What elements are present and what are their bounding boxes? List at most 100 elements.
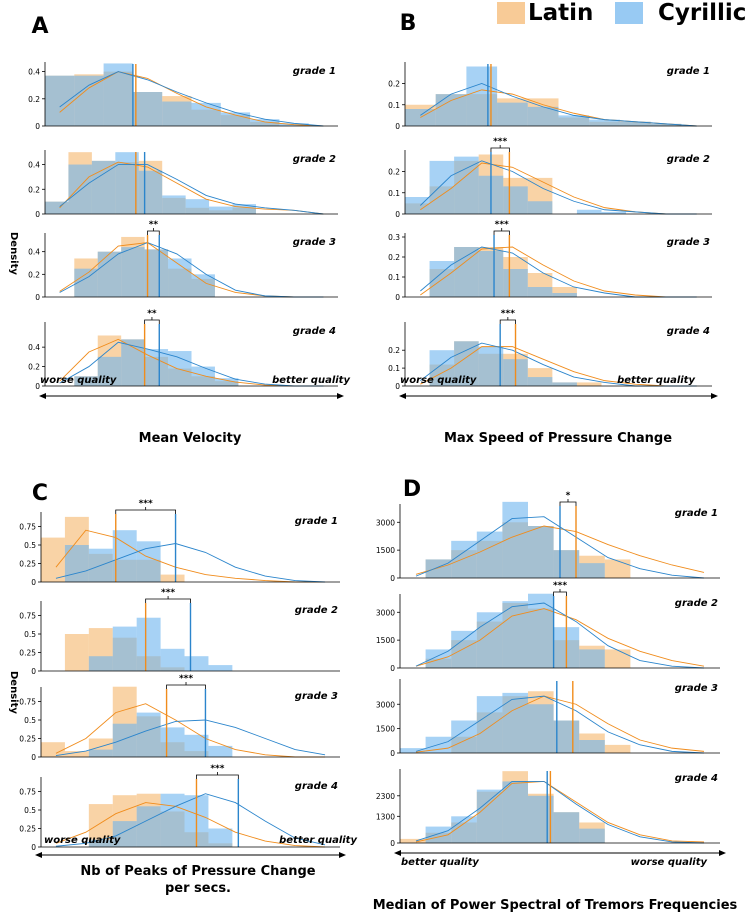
cyrillic-bar bbox=[160, 793, 185, 847]
quality-arrow-left-head bbox=[35, 852, 42, 858]
quality-right-label: better quality bbox=[272, 375, 350, 386]
panel-C: C *** 0 0.25 0.5 0.75 grade 1 *** 0 0.25 0.5 0.75 gr… bbox=[19, 481, 357, 896]
y-tick-label: 3000 bbox=[376, 608, 395, 617]
density-label-top: Density bbox=[8, 232, 19, 275]
y-tick-label: 0 bbox=[35, 210, 40, 219]
cyrillic-bar bbox=[136, 806, 161, 847]
grade-label: grade 2 bbox=[295, 605, 338, 616]
cyrillic-kde-line bbox=[420, 83, 697, 127]
latin-bar bbox=[604, 559, 631, 578]
latin-bar bbox=[64, 751, 89, 757]
significance-label: *** bbox=[139, 499, 153, 509]
grade-label: grade 3 bbox=[295, 691, 338, 702]
latin-kde-line bbox=[59, 71, 324, 127]
cyrillic-bar bbox=[619, 121, 651, 126]
y-tick-label: 0 bbox=[395, 210, 400, 219]
y-tick-label: 0.75 bbox=[19, 788, 36, 797]
latin-kde-line bbox=[55, 703, 326, 758]
cyrillic-bar bbox=[454, 156, 479, 214]
cyrillic-bar bbox=[502, 781, 528, 843]
subplot-grade-1: 0 0.2 0.4 grade 1 bbox=[28, 62, 338, 131]
cyrillic-bar bbox=[601, 211, 627, 214]
cyrillic-bar bbox=[527, 106, 559, 126]
cyrillic-bar bbox=[528, 526, 554, 578]
cyrillic-bar bbox=[191, 366, 215, 386]
significance-label: *** bbox=[179, 674, 193, 684]
cyrillic-bar bbox=[503, 186, 528, 214]
quality-left-label: worse quality bbox=[400, 375, 477, 386]
cyrillic-bar bbox=[425, 649, 452, 668]
quality-arrow-right-head bbox=[339, 852, 346, 858]
cyrillic-bar bbox=[553, 720, 580, 753]
y-tick-label: 0.1 bbox=[388, 364, 400, 373]
grade-label: grade 2 bbox=[675, 598, 718, 609]
cyrillic-bar bbox=[476, 531, 503, 578]
cyrillic-kde-line bbox=[59, 242, 324, 298]
y-tick-label: 0 bbox=[395, 382, 400, 391]
y-tick-label: 0.25 bbox=[19, 825, 36, 834]
cyrillic-bar bbox=[425, 559, 452, 578]
subplot-grade-3: *** 0 0.1 0.2 0.3 grade 3 bbox=[388, 220, 712, 302]
latin-bar bbox=[400, 838, 426, 843]
cyrillic-bar bbox=[429, 350, 455, 386]
cyrillic-kde-line bbox=[55, 543, 326, 583]
y-tick-label: 0.2 bbox=[388, 168, 400, 177]
cyrillic-bar bbox=[121, 339, 145, 386]
legend-cyrillic-label: Cyrillic bbox=[658, 0, 745, 26]
cyrillic-bar bbox=[552, 293, 577, 297]
y-tick-label: 1500 bbox=[376, 546, 395, 555]
quality-right-label: worse quality bbox=[631, 857, 708, 868]
subplot-grade-4: *** 0 0.25 0.5 0.75 grade 4 bbox=[19, 764, 340, 852]
cyrillic-bar bbox=[476, 612, 503, 668]
latin-kde-line bbox=[55, 529, 326, 583]
cyrillic-bar bbox=[184, 656, 209, 671]
significance-label: *** bbox=[161, 588, 175, 598]
cyrillic-bar bbox=[502, 601, 528, 668]
cyrillic-bar bbox=[121, 247, 145, 297]
cyrillic-bar bbox=[214, 378, 239, 386]
x-axis-label: Max Speed of Pressure Change bbox=[444, 431, 672, 446]
cyrillic-bar bbox=[68, 164, 92, 214]
quality-left-label: worse quality bbox=[44, 835, 121, 846]
cyrillic-bar bbox=[138, 170, 163, 214]
significance-label: * bbox=[566, 491, 571, 501]
y-tick-label: 0.5 bbox=[24, 630, 36, 639]
cyrillic-bar bbox=[144, 349, 169, 386]
cyrillic-kde-line bbox=[415, 695, 705, 754]
cyrillic-bar bbox=[112, 626, 137, 671]
cyrillic-bar bbox=[528, 704, 554, 753]
x-axis-label: Mean Velocity bbox=[139, 431, 242, 446]
cyrillic-bar bbox=[112, 723, 137, 757]
significance-bracket bbox=[493, 228, 510, 235]
latin-kde-line bbox=[420, 346, 697, 387]
y-tick-label: 0.2 bbox=[388, 346, 400, 355]
cyrillic-bar bbox=[185, 199, 210, 214]
quality-arrow-left-head bbox=[399, 393, 406, 399]
y-tick-label: 0 bbox=[390, 749, 395, 758]
cyrillic-bar bbox=[136, 541, 161, 582]
grade-label: grade 2 bbox=[293, 154, 336, 165]
cyrillic-bar bbox=[160, 727, 185, 757]
cyrillic-bar bbox=[451, 630, 477, 668]
quality-arrow-left-head bbox=[39, 393, 46, 399]
y-tick-label: 0.5 bbox=[24, 541, 36, 550]
latin-kde-line bbox=[59, 161, 324, 215]
subplot-grade-4: 0 1300 2300 grade 4 bbox=[376, 769, 720, 848]
cyrillic-bar bbox=[454, 247, 479, 297]
subplot-grade-1: * 0 1500 3000 grade 1 bbox=[376, 491, 720, 583]
cyrillic-bar bbox=[527, 201, 553, 214]
legend-latin-label: Latin bbox=[528, 0, 593, 26]
x-axis-label: Median of Power Spectral of Tremors Freq… bbox=[373, 898, 738, 913]
cyrillic-bar bbox=[132, 92, 163, 126]
cyrillic-bar bbox=[136, 617, 161, 671]
significance-bracket bbox=[553, 589, 567, 596]
y-tick-label: 0.1 bbox=[388, 273, 400, 282]
significance-bracket bbox=[115, 507, 176, 514]
grade-label: grade 3 bbox=[667, 237, 710, 248]
grade-label: grade 4 bbox=[667, 326, 710, 337]
y-tick-label: 0 bbox=[395, 293, 400, 302]
y-tick-label: 2300 bbox=[376, 792, 395, 801]
y-tick-label: 0.2 bbox=[388, 253, 400, 262]
cyrillic-bar bbox=[478, 346, 504, 386]
subplot-grade-1: 0 0.1 0.2 grade 1 bbox=[388, 62, 712, 131]
